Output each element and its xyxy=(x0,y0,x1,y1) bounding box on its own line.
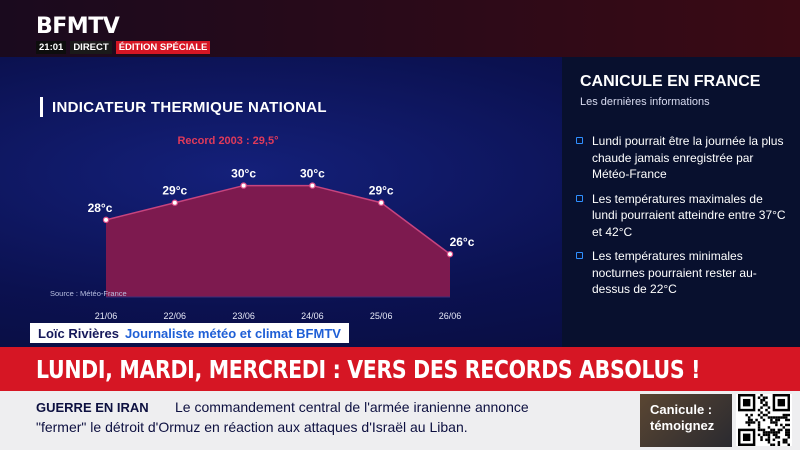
data-point xyxy=(240,182,247,189)
data-point xyxy=(309,182,316,189)
record-annotation: Record 2003 : 29,5° xyxy=(177,135,278,147)
x-tick-label: 22/06 xyxy=(164,311,187,321)
series-line xyxy=(105,184,451,255)
headline-text: LUNDI, MARDI, MERCREDI : VERS DES RECORD… xyxy=(36,354,701,384)
chart-title-block: INDICATEUR THERMIQUE NATIONAL xyxy=(40,97,327,117)
bullet-icon xyxy=(576,252,583,259)
ticker-tag: GUERRE EN IRAN xyxy=(36,400,149,415)
info-item: Les températures maximales de lundi pour… xyxy=(576,191,791,241)
data-point xyxy=(378,199,385,206)
area-fill xyxy=(106,185,450,297)
info-list: Lundi pourrait être la journée la plus c… xyxy=(576,133,791,306)
x-tick-label: 25/06 xyxy=(370,311,393,321)
title-accent-bar xyxy=(40,97,43,117)
live-status-row: 21:01 DIRECT ÉDITION SPÉCIALE xyxy=(36,41,211,54)
info-panel: CANICULE EN FRANCE Les dernières informa… xyxy=(562,57,800,347)
info-item-text: Lundi pourrait être la journée la plus c… xyxy=(592,134,784,181)
top-bar: BFMTV 21:01 DIRECT ÉDITION SPÉCIALE xyxy=(0,0,800,57)
clock: 21:01 xyxy=(36,41,67,54)
info-item-text: Les températures minimales nocturnes pou… xyxy=(592,249,757,296)
channel-logo: BFMTV xyxy=(36,14,120,39)
data-point xyxy=(446,250,454,258)
data-point xyxy=(171,199,178,206)
x-tick-label: 24/06 xyxy=(301,311,324,321)
x-tick-label: 21/06 xyxy=(95,311,118,321)
main-panel: INDICATEUR THERMIQUE NATIONAL Record 200… xyxy=(0,57,800,347)
ticker-line-1: Le commandement central de l'armée irani… xyxy=(175,399,529,415)
chart-title: INDICATEUR THERMIQUE NATIONAL xyxy=(52,98,327,116)
name-strap: Loïc Rivières Journaliste météo et clima… xyxy=(30,323,349,343)
x-tick-label: 26/06 xyxy=(439,311,462,321)
data-label: 29°c xyxy=(369,184,394,198)
data-label: 30°c xyxy=(300,167,325,181)
special-edition-badge: ÉDITION SPÉCIALE xyxy=(115,41,211,54)
info-item-text: Les températures maximales de lundi pour… xyxy=(592,191,786,239)
data-point xyxy=(102,216,110,224)
presenter-role: Journaliste météo et climat BFMTV xyxy=(124,325,341,341)
qr-code-graphic xyxy=(738,394,790,446)
promo-text: Canicule : témoignez xyxy=(650,402,715,433)
bullet-icon xyxy=(576,194,583,202)
info-item: Les températures minimales nocturnes pou… xyxy=(576,248,791,298)
data-label: 29°c xyxy=(162,184,187,198)
qr-code-icon[interactable] xyxy=(736,394,792,446)
live-badge: DIRECT xyxy=(70,41,112,54)
temperature-chart: Record 2003 : 29,5° 28°c 21/06 29°c 22/06 30… xyxy=(88,135,475,321)
info-subtitle: Les dernières informations xyxy=(580,96,710,108)
headline-banner: LUNDI, MARDI, MERCREDI : VERS DES RECORD… xyxy=(0,347,800,391)
info-item: Lundi pourrait être la journée la plus c… xyxy=(576,133,791,183)
presenter-name: Loïc Rivières xyxy=(38,325,119,341)
data-label: 26°c xyxy=(450,235,475,249)
data-label: 30°c xyxy=(231,167,256,181)
chart-source: Source : Météo-France xyxy=(50,289,127,298)
info-title: CANICULE EN FRANCE xyxy=(580,73,761,90)
ticker-line-2: "fermer" le détroit d'Ormuz en réaction … xyxy=(36,419,468,435)
x-tick-label: 23/06 xyxy=(232,311,255,321)
chart-panel: INDICATEUR THERMIQUE NATIONAL Record 200… xyxy=(30,57,555,347)
data-label: 28°c xyxy=(88,201,113,215)
bullet-icon xyxy=(576,137,583,144)
promo-card[interactable]: Canicule : témoignez xyxy=(640,394,732,447)
